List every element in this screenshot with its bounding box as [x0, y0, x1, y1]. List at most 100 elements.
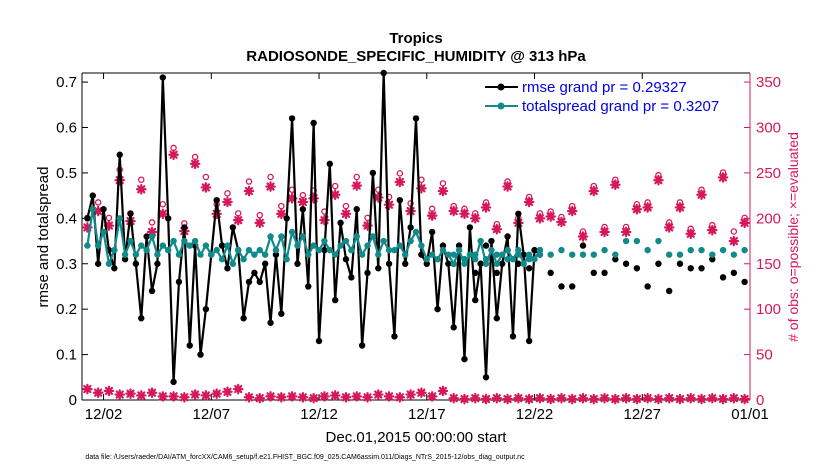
obs-evaluated-marker — [362, 220, 373, 231]
obs-low-marker — [92, 387, 104, 399]
totalspread-point — [181, 237, 188, 245]
totalspread-point — [515, 251, 522, 258]
obs-low-marker — [265, 391, 276, 402]
rmse-point — [698, 265, 705, 272]
totalspread-point — [310, 242, 317, 249]
obs-evaluated-marker — [168, 149, 179, 161]
obs-low-marker — [663, 392, 675, 404]
totalspread-point — [536, 246, 544, 254]
totalspread-point — [445, 251, 452, 258]
rmse-point — [687, 265, 694, 272]
totalspread-point — [730, 251, 738, 258]
obs-evaluated-marker — [545, 211, 556, 222]
totalspread-point — [159, 242, 167, 249]
rmse-point — [197, 351, 204, 358]
obs-evaluated-marker — [588, 185, 600, 197]
totalspread-point — [283, 256, 290, 263]
rmse-point — [245, 278, 253, 286]
y-tick-label-left: 0.6 — [56, 120, 77, 137]
obs-evaluated-marker — [502, 181, 513, 192]
totalspread-point — [218, 256, 226, 263]
totalspread-point — [224, 242, 231, 249]
obs-evaluated-marker — [103, 220, 115, 231]
totalspread-point — [482, 256, 490, 263]
totalspread-point — [698, 246, 705, 254]
rmse-point — [482, 242, 490, 249]
obs-possible-marker — [612, 176, 619, 183]
obs-evaluated-marker — [437, 185, 449, 197]
obs-low-marker — [480, 393, 492, 405]
obs-possible-marker — [461, 205, 468, 213]
legend-spread-label: totalspread grand pr = 0.3207 — [522, 98, 719, 115]
totalspread-point — [267, 233, 274, 240]
y-tick-label-right: 250 — [756, 165, 781, 182]
obs-low-marker — [577, 392, 589, 404]
totalspread-point — [558, 246, 565, 254]
rmse-point — [331, 296, 339, 304]
totalspread-point — [294, 242, 301, 249]
obs-low-marker — [135, 390, 147, 401]
obs-low-marker — [437, 385, 449, 397]
obs-low-marker — [674, 393, 686, 405]
rmse-point — [482, 374, 490, 381]
rmse-point — [321, 246, 328, 254]
rmse-point — [472, 296, 479, 304]
obs-possible-marker — [536, 210, 544, 217]
legend-spread-marker — [497, 102, 505, 110]
obs-evaluated-marker — [739, 217, 750, 229]
totalspread-point — [633, 237, 641, 245]
obs-possible-marker — [655, 171, 662, 179]
rmse-point — [127, 210, 134, 217]
obs-evaluated-marker — [416, 183, 427, 194]
rmse-point — [111, 265, 118, 272]
rmse-point — [380, 69, 387, 77]
rmse-point — [240, 315, 247, 322]
obs-low-marker — [706, 392, 718, 404]
rmse-point — [445, 260, 452, 267]
totalspread-point — [143, 246, 150, 254]
rmse-point — [676, 260, 684, 267]
rmse-point — [612, 256, 619, 263]
totalspread-point — [326, 246, 334, 254]
obs-possible-marker — [256, 211, 264, 219]
rmse-point — [84, 215, 91, 222]
rmse-point — [375, 265, 382, 272]
totalspread-point — [709, 251, 716, 258]
rmse-point — [601, 269, 608, 277]
rmse-point — [116, 151, 123, 158]
totalspread-point — [148, 233, 156, 240]
totalspread-point — [116, 215, 123, 222]
obs-possible-marker — [558, 213, 565, 221]
obs-low-marker — [502, 393, 513, 405]
rmse-point — [202, 305, 210, 313]
rmse-point — [229, 224, 237, 231]
totalspread-point — [315, 246, 323, 254]
totalspread-point — [299, 233, 307, 240]
rmse-point — [407, 224, 414, 231]
obs-evaluated-marker — [211, 208, 222, 220]
x-tick-label: 12/12 — [300, 406, 338, 423]
chart-title: Tropics — [389, 30, 442, 47]
rmse-point — [326, 160, 334, 168]
totalspread-point — [331, 251, 339, 258]
obs-evaluated-marker — [265, 181, 276, 192]
y-tick-label-left: 0.1 — [56, 347, 77, 364]
totalspread-point — [687, 246, 694, 254]
legend: rmse grand pr = 0.29327 totalspread gran… — [485, 79, 719, 115]
y-tick-label-left: 0.3 — [56, 256, 77, 273]
obs-evaluated-marker — [254, 217, 266, 229]
obs-low-marker — [103, 385, 115, 397]
obs-possible-marker — [644, 199, 651, 206]
totalspread-point — [191, 237, 199, 245]
y-tick-label-left: 0.5 — [56, 165, 77, 182]
rmse-point — [488, 237, 495, 245]
totalspread-point — [364, 242, 371, 249]
rmse-point — [709, 256, 716, 263]
obs-low-marker — [631, 393, 643, 405]
obs-low-marker — [416, 387, 427, 399]
obs-possible-marker — [665, 219, 673, 226]
obs-evaluated-marker — [706, 224, 718, 236]
obs-possible-marker — [278, 202, 285, 210]
obs-possible-marker — [568, 202, 576, 210]
y-tick-label-left: 0.7 — [56, 74, 77, 91]
